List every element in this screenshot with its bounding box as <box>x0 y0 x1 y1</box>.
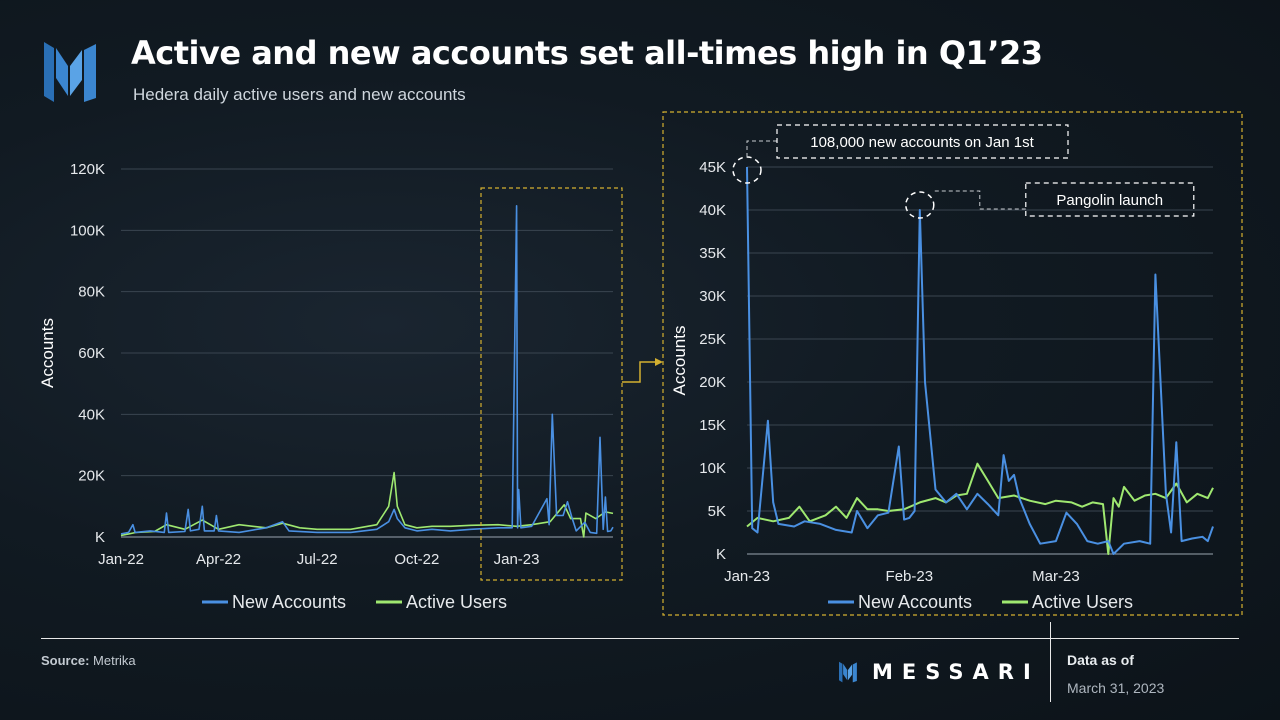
annotation-box-pangolin <box>1025 182 1195 217</box>
overview-y-tick-label: K <box>95 529 105 546</box>
messari-logo <box>44 42 96 102</box>
overview-x-tick-label: Jul-22 <box>297 551 338 568</box>
overview-y-tick-label: 80K <box>78 284 105 301</box>
overview-y-tick-label: 120K <box>70 161 105 178</box>
overview-x-tick-label: Jan-22 <box>98 551 144 568</box>
zoomed-y-tick-label: 15K <box>699 417 726 434</box>
zoomed-y-tick-label: 40K <box>699 202 726 219</box>
source-label: Source: <box>41 653 90 668</box>
annotation-box-jan1 <box>776 124 1069 159</box>
overview-x-tick-label: Jan-23 <box>494 551 540 568</box>
highlight-box <box>480 187 623 581</box>
overview-y-axis-title: Accounts <box>38 318 57 388</box>
data-as-of-label: Data as of <box>1067 652 1134 668</box>
zoomed-x-tick-label: Feb-23 <box>886 568 934 585</box>
zoomed-series-active-users <box>746 462 1214 555</box>
overview-y-tick-label: 20K <box>78 468 105 485</box>
data-as-of-date: March 31, 2023 <box>1067 680 1165 696</box>
zoomed-y-axis-title: Accounts <box>670 326 689 396</box>
zoomed-y-tick-label: K <box>716 546 726 563</box>
overview-y-tick-label: 40K <box>78 406 105 423</box>
zoomed-y-tick-label: 25K <box>699 331 726 348</box>
messari-mark-icon <box>839 661 857 683</box>
zoomed-y-tick-label: 35K <box>699 245 726 262</box>
zoom-arrow <box>622 361 655 383</box>
zoomed-y-tick-label: 20K <box>699 374 726 391</box>
overview-legend-label: New Accounts <box>232 592 346 612</box>
footer-divider <box>41 638 1239 639</box>
overview-series-active-users <box>120 471 614 538</box>
page-subtitle: Hedera daily active users and new accoun… <box>133 85 466 104</box>
overview-y-tick-label: 60K <box>78 345 105 362</box>
source-value: Metrika <box>93 653 136 668</box>
brand-name: MESSARI <box>872 660 1040 684</box>
zoomed-legend-label: Active Users <box>1032 592 1133 612</box>
zoom-arrow-head <box>655 358 663 366</box>
zoomed-x-tick-label: Jan-23 <box>724 568 770 585</box>
overview-chart: K 20K 40K 60K 80K 100K 120K Jan-22 Apr-22 Jul-22 O… <box>38 161 614 612</box>
zoom-panel-frame <box>662 111 1243 616</box>
page-title: Active and new accounts set all-times hi… <box>131 34 1043 72</box>
zoomed-x-tick-label: Mar-23 <box>1032 568 1080 585</box>
zoomed-chart: K 5K 10K 15K 20K 25K 30K 35K 40K 45K Jan-23 Feb-23 M… <box>670 124 1214 612</box>
zoomed-y-tick-label: 45K <box>699 159 726 176</box>
overview-y-tick-label: 100K <box>70 222 105 239</box>
zoomed-y-tick-label: 10K <box>699 460 726 477</box>
brand: MESSARI <box>838 660 1040 684</box>
overview-x-tick-label: Oct-22 <box>394 551 439 568</box>
overview-series-new-accounts <box>120 205 614 535</box>
annotation-leader-pangolin <box>934 190 1026 210</box>
overview-legend-label: Active Users <box>406 592 507 612</box>
footer-vertical-divider <box>1050 622 1051 702</box>
annotation-leader-jan1 <box>746 140 777 157</box>
overview-x-tick-label: Apr-22 <box>196 551 241 568</box>
annotation-text-pangolin: Pangolin launch <box>1056 192 1163 209</box>
source-note: Source: Metrika <box>41 653 136 668</box>
zoomed-series-new-accounts <box>746 166 1214 555</box>
annotation-circle-pangolin <box>905 191 935 219</box>
zoomed-y-tick-label: 5K <box>708 503 726 520</box>
zoomed-legend-label: New Accounts <box>858 592 972 612</box>
zoomed-y-tick-label: 30K <box>699 288 726 305</box>
annotation-text-jan1: 108,000 new accounts on Jan 1st <box>810 134 1034 151</box>
